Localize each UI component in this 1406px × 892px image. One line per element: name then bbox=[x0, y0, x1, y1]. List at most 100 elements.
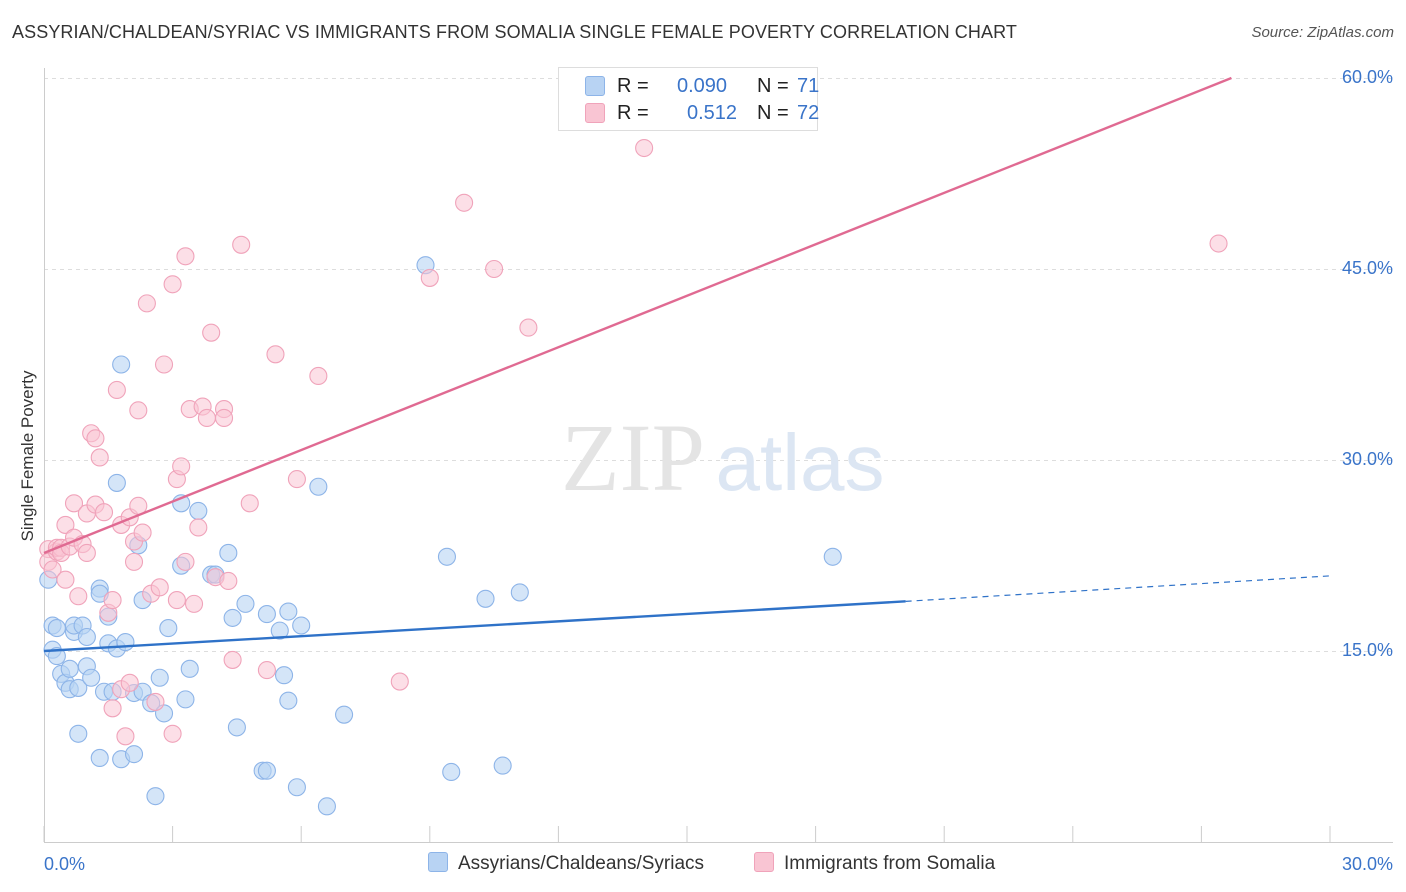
data-point-assyrian bbox=[442, 762, 461, 782]
data-point-somalia bbox=[129, 401, 148, 420]
data-point-somalia bbox=[124, 552, 144, 571]
data-point-assyrian bbox=[279, 602, 298, 621]
data-point-somalia bbox=[223, 650, 242, 669]
data-point-assyrian bbox=[257, 605, 276, 624]
data-point-assyrian bbox=[270, 621, 289, 640]
data-point-somalia bbox=[176, 552, 195, 571]
y-axis-label: Single Female Poverty bbox=[18, 370, 37, 542]
data-point-somalia bbox=[635, 138, 654, 158]
chart-title: ASSYRIAN/CHALDEAN/SYRIAC VS IMMIGRANTS F… bbox=[12, 22, 1017, 42]
data-point-assyrian bbox=[47, 619, 66, 638]
legend-item-assyrians: Assyrians/Chaldeans/Syriacs bbox=[428, 852, 704, 876]
data-point-somalia bbox=[266, 345, 285, 364]
data-point-assyrian bbox=[227, 718, 246, 737]
grid-lines bbox=[44, 78, 1393, 652]
data-point-assyrian bbox=[437, 547, 456, 566]
legend-label-assyrians: Assyrians/Chaldeans/Syriacs bbox=[458, 853, 705, 874]
data-point-somalia bbox=[90, 448, 109, 467]
watermark-atlas: atlas bbox=[716, 418, 885, 507]
data-point-somalia bbox=[103, 699, 122, 718]
series-blue-points bbox=[39, 256, 842, 816]
legend-n-label: N = bbox=[757, 75, 789, 97]
data-point-assyrian bbox=[69, 678, 88, 697]
series-pink-points bbox=[39, 138, 1228, 746]
legend-r-value: 0.090 bbox=[677, 75, 728, 97]
data-point-somalia bbox=[214, 408, 234, 428]
data-point-assyrian bbox=[77, 627, 96, 647]
data-point-somalia bbox=[77, 543, 96, 563]
trend-line-assyrian-extension bbox=[905, 575, 1331, 602]
data-point-somalia bbox=[176, 247, 195, 266]
data-point-somalia bbox=[154, 355, 174, 374]
data-point-assyrian bbox=[90, 748, 109, 768]
data-point-assyrian bbox=[275, 666, 294, 685]
data-point-assyrian bbox=[47, 647, 66, 666]
data-point-assyrian bbox=[60, 659, 79, 678]
x-tick-label-30: 30.0% bbox=[1342, 854, 1393, 874]
legend-swatch-pink bbox=[754, 852, 774, 872]
source-label: Source: ZipAtlas.com bbox=[1251, 24, 1394, 41]
data-point-assyrian bbox=[236, 594, 255, 613]
y-tick-labels: 15.0% 30.0% 45.0% 60.0% bbox=[1342, 67, 1393, 660]
data-point-assyrian bbox=[124, 745, 144, 764]
data-point-assyrian bbox=[493, 756, 512, 775]
data-point-somalia bbox=[197, 408, 216, 428]
data-point-somalia bbox=[163, 275, 182, 294]
data-point-assyrian bbox=[107, 473, 126, 492]
data-point-assyrian bbox=[150, 668, 169, 687]
axes bbox=[43, 68, 1393, 843]
data-point-somalia bbox=[202, 323, 221, 342]
legend-swatch-pink bbox=[585, 103, 605, 123]
trend-line-assyrian bbox=[43, 600, 906, 653]
data-point-assyrian bbox=[69, 724, 88, 743]
data-point-somalia bbox=[1209, 234, 1228, 253]
data-point-assyrian bbox=[823, 547, 842, 566]
legend-r-label: R = bbox=[617, 75, 649, 97]
data-point-assyrian bbox=[279, 691, 298, 710]
legend-swatch-blue bbox=[585, 76, 605, 96]
legend-swatch-blue bbox=[428, 852, 448, 872]
data-point-somalia bbox=[116, 727, 135, 746]
data-point-assyrian bbox=[309, 477, 328, 496]
data-point-assyrian bbox=[510, 583, 529, 602]
data-point-assyrian bbox=[292, 616, 311, 635]
data-point-somalia bbox=[56, 570, 75, 589]
data-point-assyrian bbox=[335, 705, 354, 724]
trend-line-somalia bbox=[43, 76, 1232, 555]
data-point-somalia bbox=[137, 294, 156, 313]
x-tick-label-0: 0.0% bbox=[44, 854, 85, 874]
data-point-assyrian bbox=[176, 690, 195, 709]
data-point-assyrian bbox=[317, 797, 336, 816]
y-tick-label-15: 15.0% bbox=[1342, 640, 1393, 660]
data-point-assyrian bbox=[219, 543, 238, 563]
data-point-somalia bbox=[455, 193, 474, 212]
data-point-somalia bbox=[107, 380, 126, 400]
data-point-assyrian bbox=[112, 355, 131, 374]
data-point-assyrian bbox=[180, 659, 199, 678]
data-point-somalia bbox=[43, 560, 62, 579]
y-tick-label-60: 60.0% bbox=[1342, 67, 1393, 87]
data-point-somalia bbox=[189, 518, 208, 537]
data-point-somalia bbox=[184, 594, 204, 613]
data-point-assyrian bbox=[116, 633, 135, 652]
data-point-somalia bbox=[257, 661, 276, 680]
legend-item-somalia: Immigrants from Somalia bbox=[754, 852, 995, 876]
data-point-somalia bbox=[485, 259, 504, 279]
legend-r-label: R = bbox=[617, 102, 649, 124]
data-point-assyrian bbox=[159, 619, 178, 638]
y-tick-label-30: 30.0% bbox=[1342, 449, 1393, 469]
data-point-assyrian bbox=[146, 787, 165, 806]
data-point-somalia bbox=[103, 591, 122, 610]
data-point-somalia bbox=[172, 457, 191, 476]
correlation-legend: R = 0.090 N = 71 R = 0.512 N = 72 bbox=[558, 67, 819, 131]
data-point-somalia bbox=[64, 494, 84, 513]
data-point-somalia bbox=[240, 494, 259, 513]
data-point-somalia bbox=[390, 672, 409, 691]
watermark-zip: ZIP bbox=[561, 404, 705, 511]
data-point-somalia bbox=[420, 268, 439, 287]
trend-lines bbox=[43, 76, 1331, 653]
data-point-somalia bbox=[163, 724, 182, 743]
data-point-somalia bbox=[519, 318, 538, 337]
legend-r-value: 0.512 bbox=[687, 102, 738, 124]
